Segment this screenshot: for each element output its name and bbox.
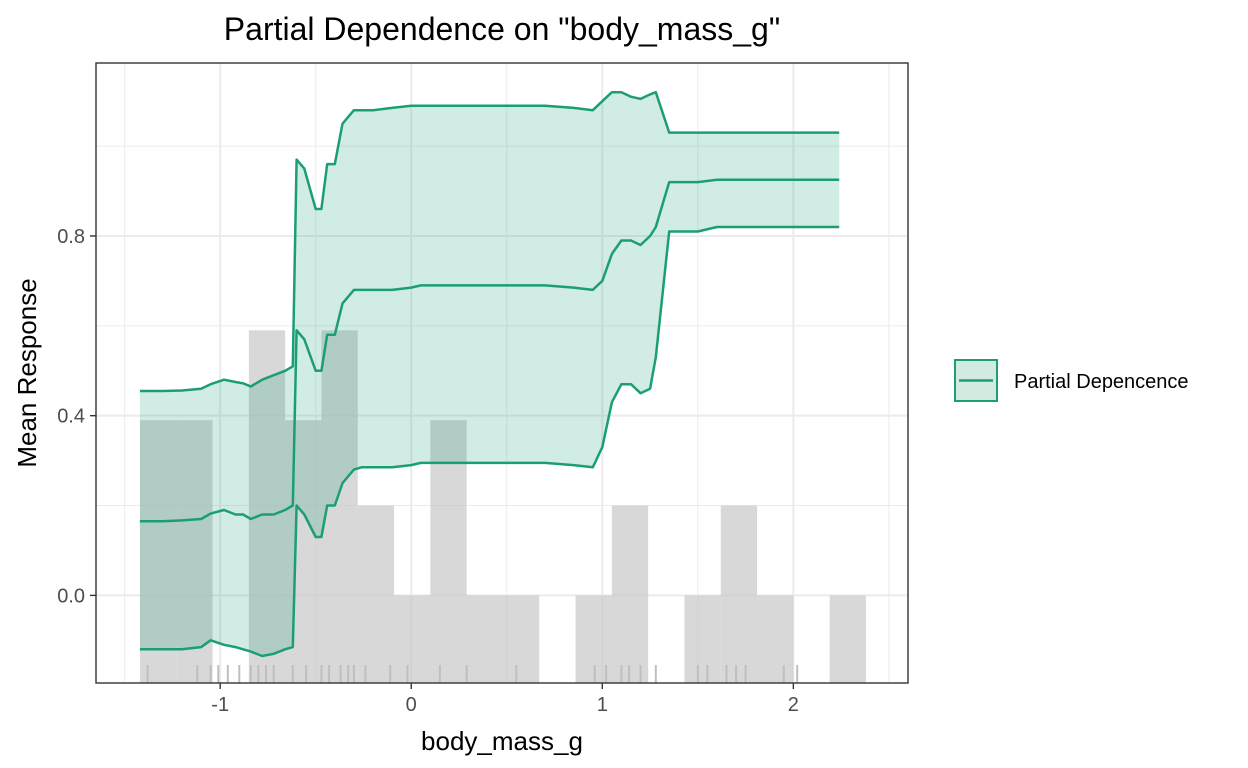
histogram-bar: [829, 595, 866, 683]
rug-marks: [146, 665, 799, 683]
legend-label: Partial Depencence: [1014, 371, 1189, 393]
histogram-bar: [357, 505, 395, 683]
x-tick-label: 1: [597, 694, 608, 716]
x-axis-ticks: -1 0 1 2: [211, 683, 799, 716]
histogram-bar: [502, 595, 540, 683]
x-tick-label: -1: [211, 694, 229, 716]
histogram-bar: [176, 420, 213, 683]
panel-border: [95, 62, 909, 684]
y-tick-label: 0.0: [57, 585, 85, 607]
x-tick-label: 0: [406, 694, 417, 716]
histogram-bar: [611, 505, 649, 683]
grid-lines: [96, 63, 908, 683]
mean-response-line: [139, 178, 840, 523]
histogram-bar: [684, 595, 721, 683]
histogram-bar: [285, 420, 322, 683]
histogram-bar: [139, 420, 177, 683]
y-axis-ticks: 0.0 0.4 0.8: [57, 226, 96, 607]
lower-bound-line: [139, 225, 840, 658]
histogram-bar: [248, 330, 286, 683]
legend: Partial Depencence: [954, 359, 1189, 402]
plot-panel: [95, 62, 909, 684]
histogram-bar: [394, 595, 431, 683]
y-tick-label: 0.4: [57, 406, 85, 428]
histogram-bar: [757, 595, 794, 683]
y-tick-label: 0.8: [57, 226, 85, 248]
upper-bound-line: [139, 90, 840, 393]
confidence-ribbon: [139, 92, 840, 656]
panel-background: [96, 63, 908, 683]
x-axis-title: body_mass_g: [421, 726, 583, 756]
y-axis-title: Mean Response: [12, 278, 42, 467]
series-lines: [139, 90, 840, 658]
chart-title: Partial Dependence on "body_mass_g": [224, 11, 780, 47]
histogram-bar: [720, 505, 758, 683]
histogram-bar: [466, 595, 503, 683]
x-tick-label: 2: [788, 694, 799, 716]
